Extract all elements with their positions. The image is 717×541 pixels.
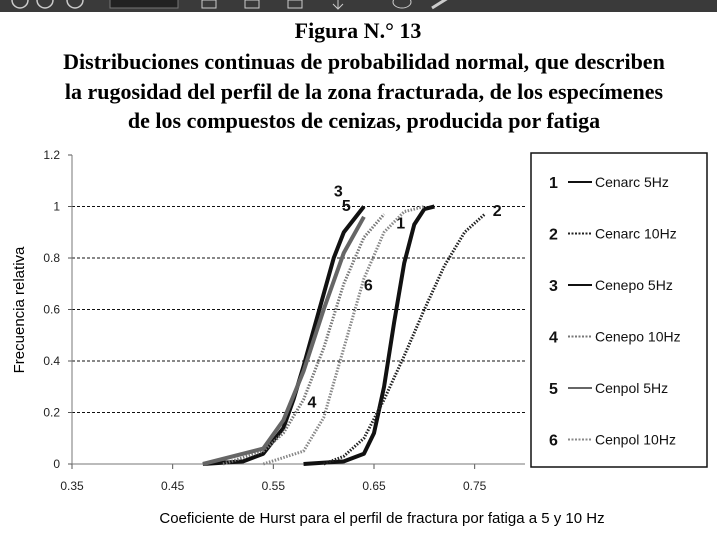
chart-subtitle: de los compuestos de cenizas, producida … [128, 108, 600, 133]
toolbar-icon[interactable] [201, 0, 217, 9]
legend-number: 3 [549, 278, 558, 295]
y-axis-label: Frecuencia relativa [11, 246, 28, 373]
legend-number: 5 [549, 381, 558, 398]
x-tick-label: 0.35 [60, 479, 84, 493]
y-tick-label: 1 [53, 200, 60, 214]
legend-label: Cenpol 10Hz [595, 432, 676, 448]
toolbar-icon[interactable] [287, 0, 303, 9]
chart-subtitle: la rugosidad del perfil de la zona fract… [65, 79, 664, 104]
series-line [202, 205, 366, 466]
toolbar-icon[interactable] [66, 0, 84, 9]
x-tick-label: 0.55 [262, 479, 286, 493]
toolbar [0, 0, 717, 12]
x-tick-label: 0.75 [463, 479, 487, 493]
legend-number: 4 [549, 330, 558, 347]
legend-box [530, 152, 708, 468]
series-annotation: 4 [308, 395, 317, 412]
legend-label: Cenepo 5Hz [595, 277, 673, 293]
toolbar-icon[interactable] [244, 0, 260, 9]
legend-number: 1 [549, 175, 558, 192]
legend-label: Cenarc 5Hz [595, 174, 669, 190]
y-tick-label: 0 [53, 457, 60, 471]
toolbar-input[interactable] [109, 0, 179, 9]
series-annotation: 2 [493, 203, 502, 220]
series-annotation: 5 [342, 198, 351, 215]
y-tick-label: 0.8 [43, 251, 60, 265]
y-tick-label: 0.4 [43, 354, 60, 368]
y-tick-label: 0.6 [43, 303, 60, 317]
chart-subtitle: Distribuciones continuas de probabilidad… [63, 49, 665, 74]
series-line [262, 205, 425, 466]
chart-title: Figura N.° 13 [295, 18, 422, 43]
x-tick-label: 0.45 [161, 479, 185, 493]
series-line [222, 213, 386, 466]
toolbar-icon[interactable] [11, 0, 29, 9]
series-annotation: 6 [364, 278, 373, 295]
toolbar-icon[interactable] [332, 0, 344, 10]
x-tick-label: 0.65 [362, 479, 386, 493]
legend-label: Cenepo 10Hz [595, 329, 681, 345]
x-axis-label: Coeficiente de Hurst para el perfil de f… [159, 510, 604, 527]
toolbar-icon[interactable] [431, 0, 448, 10]
series-line [323, 213, 486, 466]
series-annotation: 1 [396, 216, 405, 233]
toolbar-icon[interactable] [36, 0, 54, 9]
series-line [202, 215, 366, 466]
legend-number: 2 [549, 227, 558, 244]
series-line [303, 204, 435, 466]
legend-label: Cenpol 5Hz [595, 380, 668, 396]
y-tick-label: 1.2 [43, 148, 60, 162]
series-annotation: 3 [334, 184, 343, 201]
y-tick-label: 0.2 [43, 406, 60, 420]
toolbar-icon[interactable] [392, 0, 412, 9]
legend-label: Cenarc 10Hz [595, 226, 677, 242]
legend-number: 6 [549, 433, 558, 450]
